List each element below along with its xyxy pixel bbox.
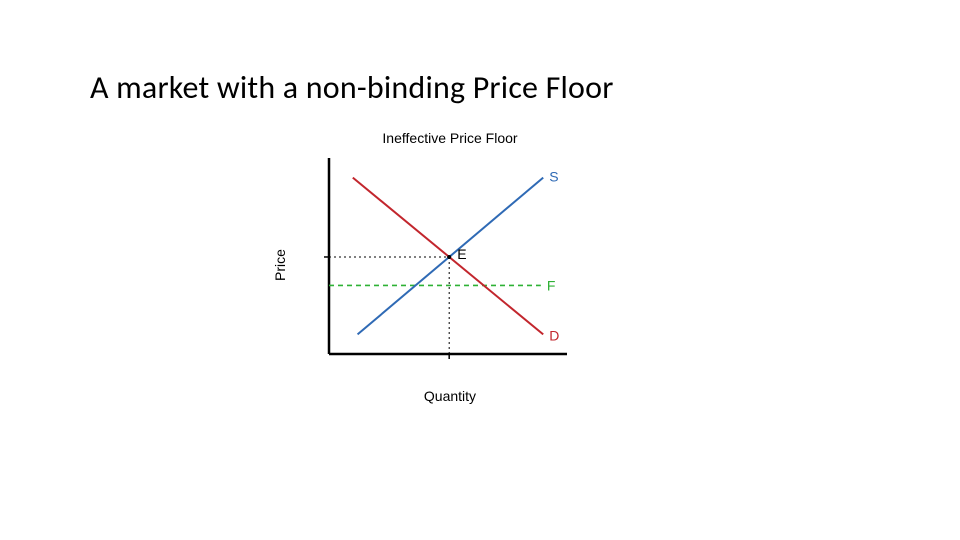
equilibrium-label: E [457,246,466,262]
plot-area: S D F E [315,152,595,372]
demand-label: D [549,327,559,343]
chart-svg: S D F E [315,152,595,372]
equilibrium-point [447,255,451,259]
slide: A market with a non-binding Price Floor … [0,0,960,540]
price-floor-label: F [547,277,556,293]
page-title: A market with a non-binding Price Floor [90,68,614,107]
x-axis-label: Quantity [290,388,610,404]
y-axis-label: Price [272,249,288,281]
chart-title: Ineffective Price Floor [290,130,610,146]
chart-container: Ineffective Price Floor Price Quantity S… [290,130,610,400]
supply-label: S [549,169,558,185]
